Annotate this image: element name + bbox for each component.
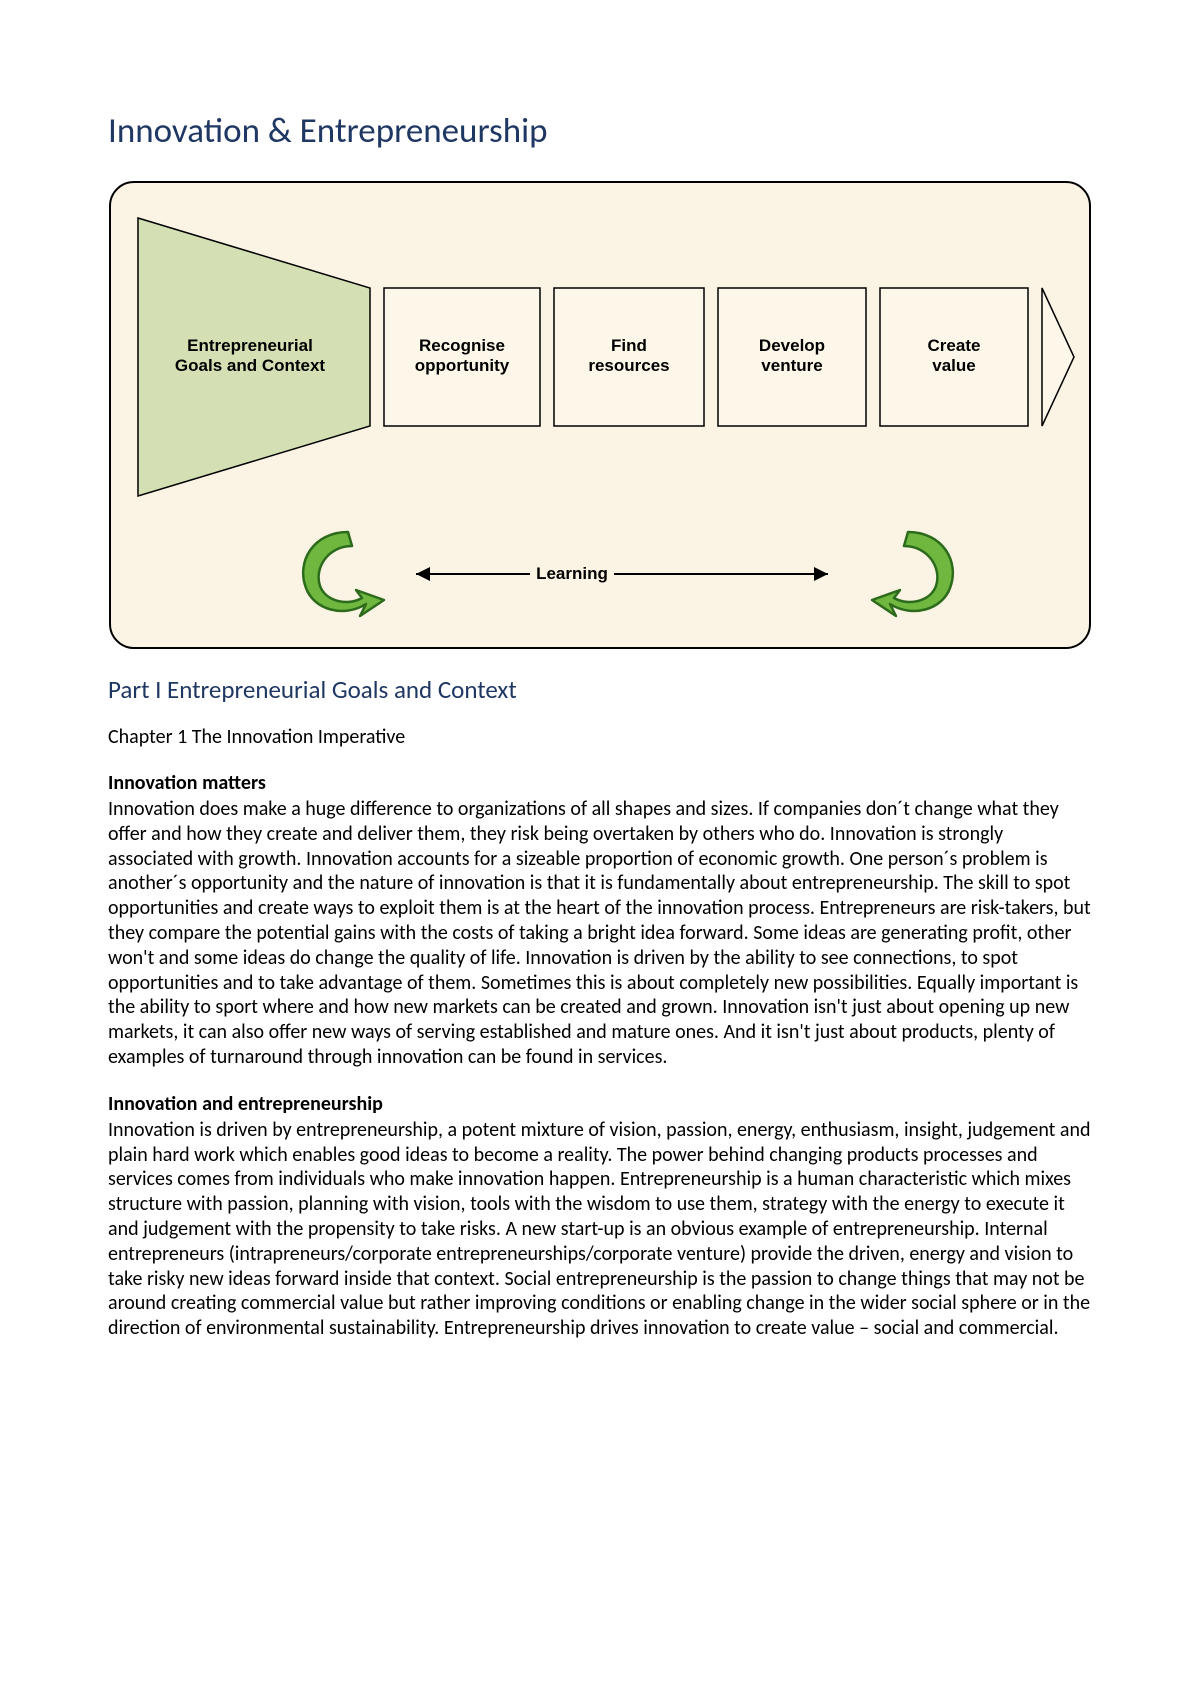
svg-text:venture: venture (761, 356, 822, 375)
svg-text:resources: resources (588, 356, 669, 375)
svg-text:Goals and Context: Goals and Context (175, 356, 326, 375)
svg-text:Recognise: Recognise (419, 336, 505, 355)
svg-text:Learning: Learning (536, 564, 608, 583)
section-heading: Part I Entrepreneurial Goals and Context (108, 674, 1092, 705)
chapter-heading: Chapter 1 The Innovation Imperative (108, 725, 1092, 749)
page-title: Innovation & Entrepreneurship (108, 110, 1092, 152)
sub-heading-2: Innovation and entrepreneurship (108, 1092, 1092, 1116)
svg-text:Entrepreneurial: Entrepreneurial (187, 336, 313, 355)
svg-text:Develop: Develop (759, 336, 825, 355)
svg-text:opportunity: opportunity (415, 356, 510, 375)
process-diagram: EntrepreneurialGoals and Context Recognis… (108, 180, 1092, 650)
body-text-2: Innovation is driven by entrepreneurship… (108, 1118, 1092, 1341)
svg-text:Find: Find (611, 336, 647, 355)
svg-text:Create: Create (928, 336, 981, 355)
sub-heading-1: Innovation matters (108, 771, 1092, 795)
body-text-1: Innovation does make a huge difference t… (108, 797, 1092, 1070)
process-diagram-svg: EntrepreneurialGoals and Context Recognis… (108, 180, 1092, 650)
svg-text:value: value (932, 356, 975, 375)
